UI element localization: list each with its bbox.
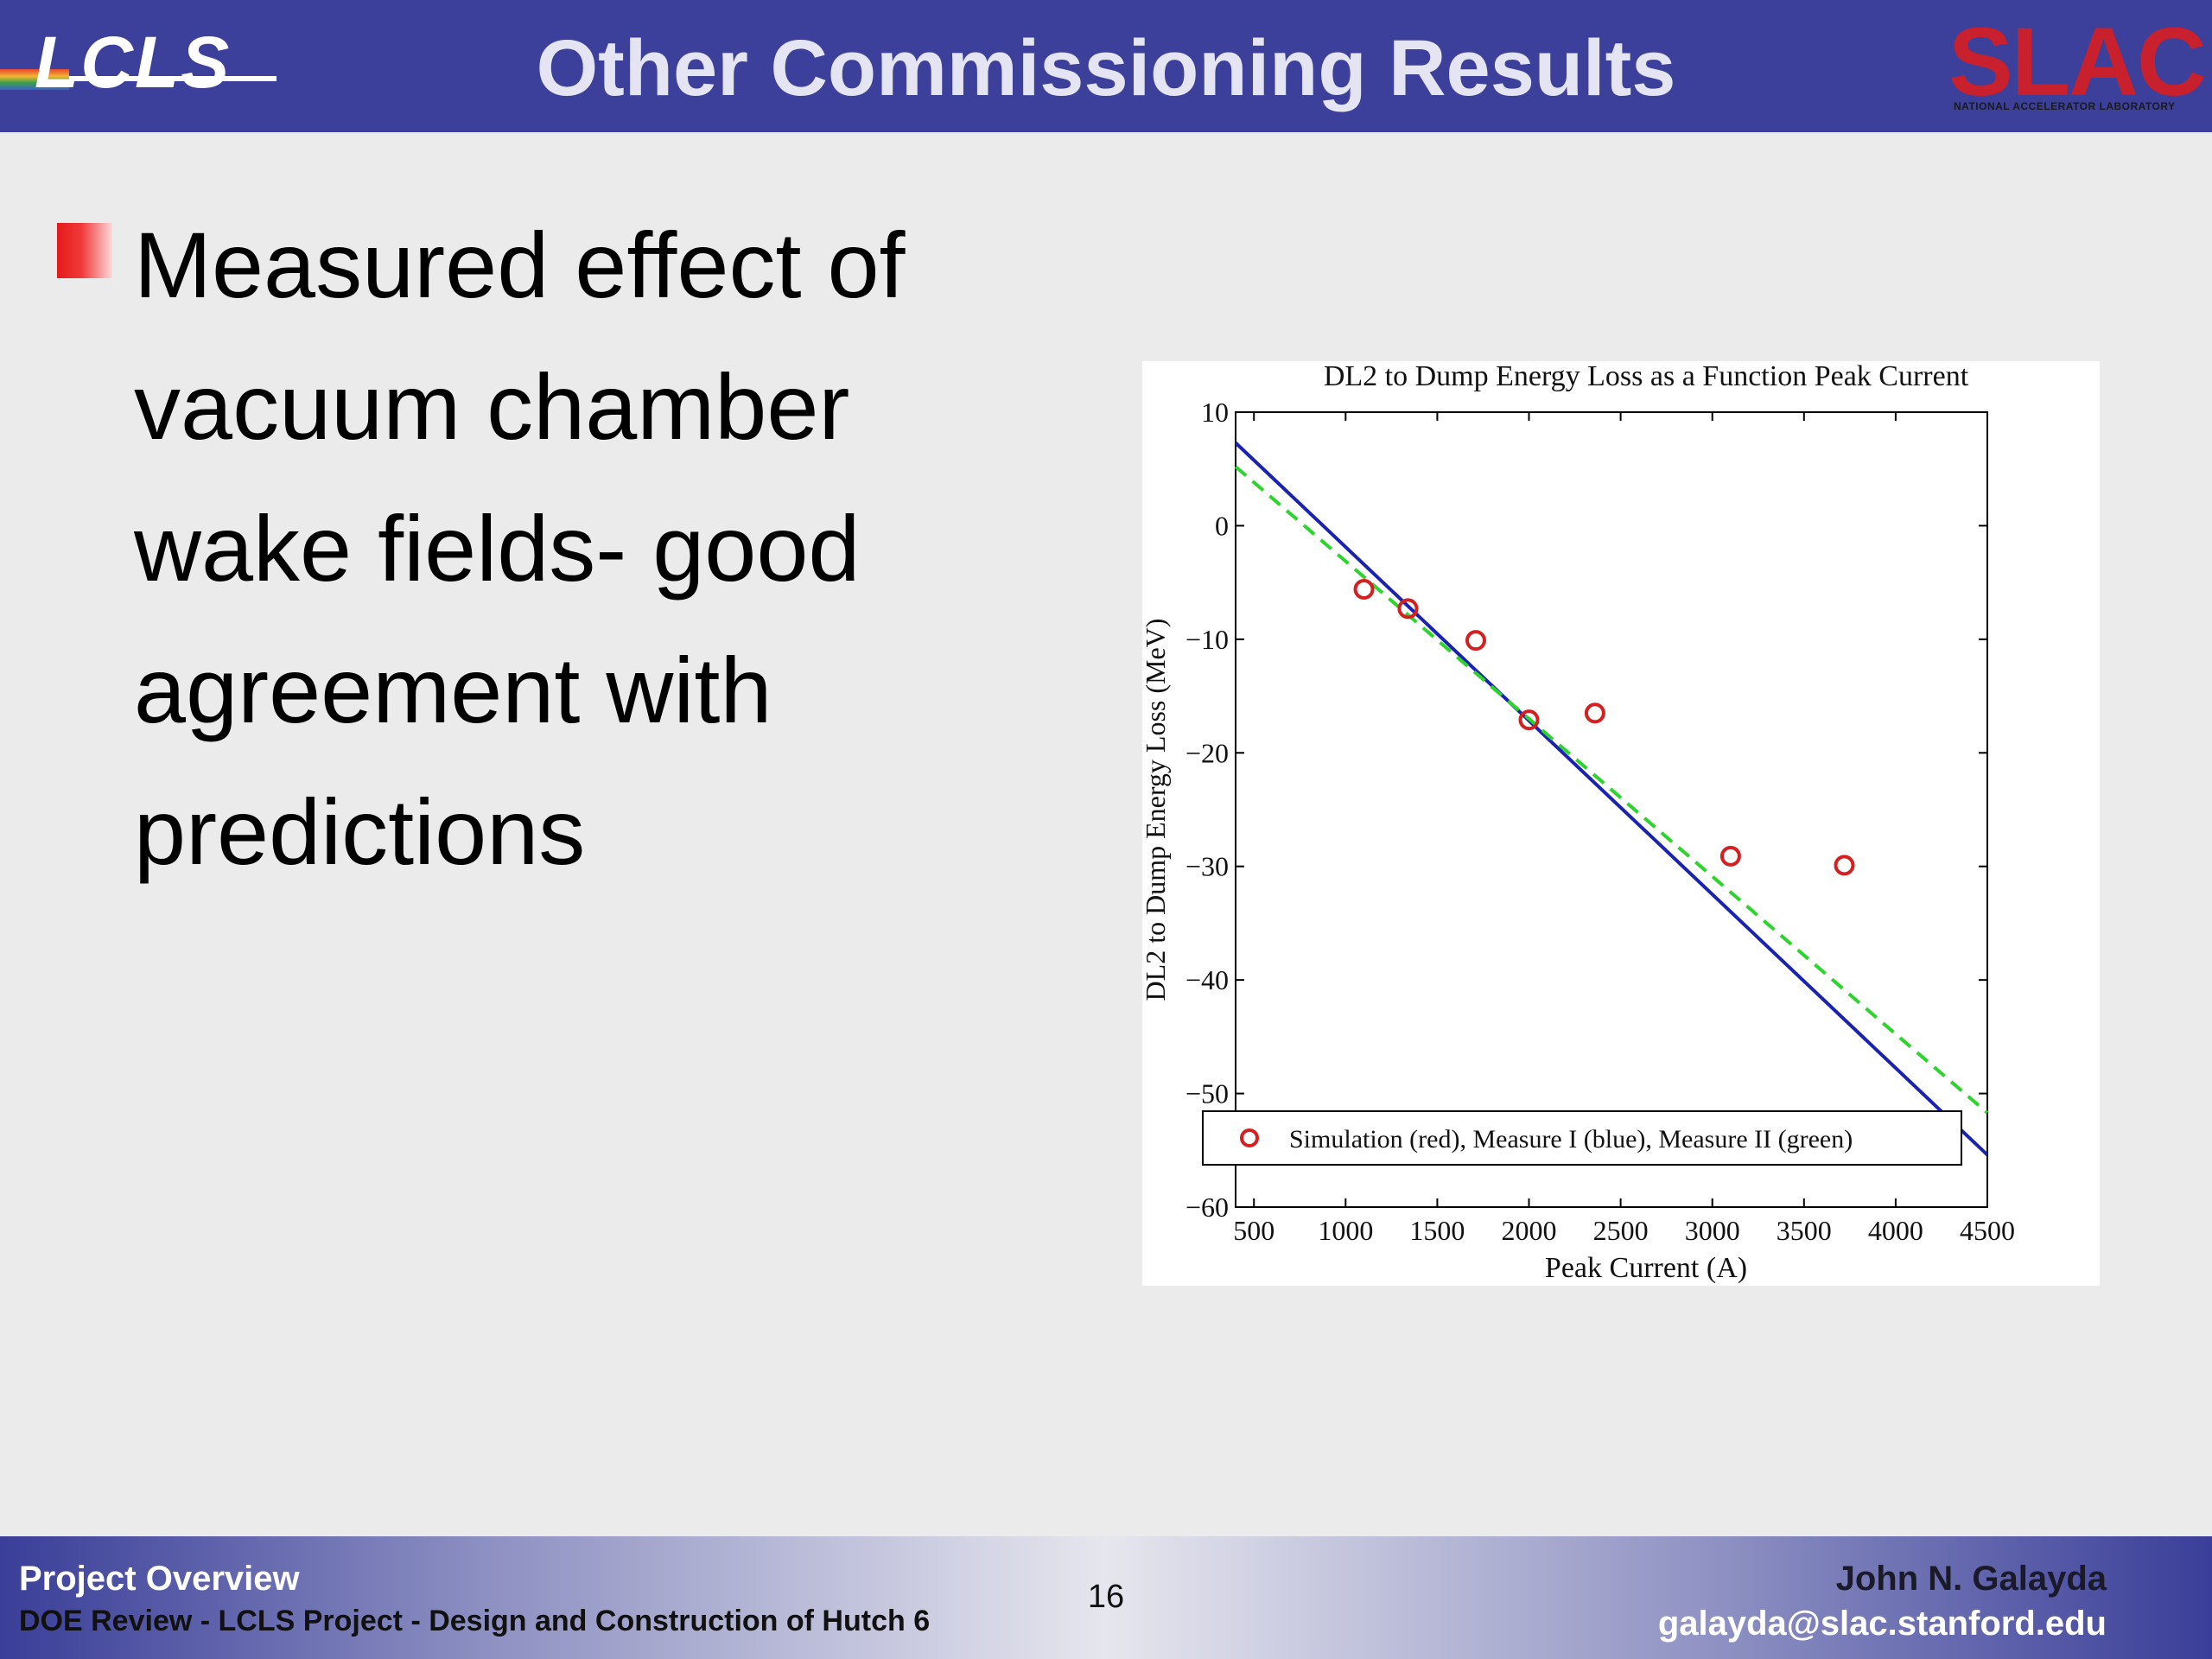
simulation-point bbox=[1353, 579, 1375, 601]
x-tick-label: 4000 bbox=[1868, 1215, 1923, 1246]
legend-marker-icon bbox=[1240, 1128, 1259, 1147]
x-tick-label: 1500 bbox=[1409, 1215, 1465, 1246]
legend-box bbox=[1202, 1110, 1962, 1166]
simulation-point bbox=[1584, 702, 1605, 724]
y-tick-label: 10 bbox=[1201, 397, 1229, 428]
logo-underline bbox=[0, 76, 276, 81]
legend-text: Simulation (red), Measure I (blue), Meas… bbox=[1289, 1125, 1853, 1154]
header-bar bbox=[0, 0, 2212, 132]
slac-logo-text: SLAC bbox=[1948, 8, 2207, 116]
logo-rainbow-beam bbox=[0, 69, 69, 90]
simulation-point bbox=[1465, 630, 1486, 652]
y-tick-label: −60 bbox=[1185, 1192, 1229, 1223]
x-tick-label: 3000 bbox=[1685, 1215, 1740, 1246]
plot-frame bbox=[1235, 411, 1988, 1208]
y-tick-label: 0 bbox=[1215, 510, 1229, 541]
y-tick-label: −10 bbox=[1185, 624, 1229, 655]
lcls-logo-text: LCLS bbox=[35, 22, 232, 103]
y-tick-label: −20 bbox=[1185, 737, 1229, 768]
page-number: 16 bbox=[1087, 1579, 1125, 1615]
energy-loss-chart: DL2 to Dump Energy Loss as a Function Pe… bbox=[1142, 361, 2015, 1284]
fit-line-2 bbox=[1234, 465, 1989, 1115]
bullet-text: Measured effect of vacuum chamber wake f… bbox=[134, 213, 906, 884]
lcls-logo: LCLS bbox=[0, 19, 285, 114]
y-axis-label: DL2 to Dump Energy Loss (MeV) bbox=[1142, 619, 1171, 1001]
slac-logo-subtext: NATIONAL ACCELERATOR LABORATORY bbox=[1954, 100, 2176, 112]
x-axis-label: Peak Current (A) bbox=[1545, 1252, 1747, 1284]
simulation-point bbox=[1834, 855, 1855, 876]
simulation-point bbox=[1397, 598, 1419, 620]
simulation-point bbox=[1719, 845, 1741, 867]
y-tick-label: −40 bbox=[1185, 964, 1229, 995]
slac-logo: SLAC NATIONAL ACCELERATOR LABORATORY bbox=[1948, 10, 2207, 119]
footer-email[interactable]: galayda@slac.stanford.edu bbox=[1657, 1605, 2107, 1643]
x-tick-label: 2000 bbox=[1502, 1215, 1557, 1246]
x-tick-label: 2500 bbox=[1593, 1215, 1649, 1246]
chart-title: DL2 to Dump Energy Loss as a Function Pe… bbox=[1324, 361, 1969, 392]
x-tick-label: 4500 bbox=[1960, 1215, 2015, 1246]
bullet-square-icon bbox=[57, 223, 112, 278]
slide-title: Other Commissioning Results bbox=[536, 24, 1676, 112]
footer-author: John N. Galayda bbox=[1835, 1560, 2107, 1598]
fit-line-1 bbox=[1234, 442, 1989, 1156]
x-tick-label: 3500 bbox=[1777, 1215, 1832, 1246]
footer-bar bbox=[0, 1536, 2212, 1659]
simulation-point bbox=[1518, 709, 1540, 731]
x-tick-label: 500 bbox=[1233, 1215, 1274, 1246]
chart-panel: DL2 to Dump Energy Loss as a Function Pe… bbox=[1142, 361, 2100, 1286]
y-tick-label: −30 bbox=[1185, 851, 1229, 882]
footer-review-subtitle: DOE Review - LCLS Project - Design and C… bbox=[19, 1605, 931, 1637]
footer-project-title: Project Overview bbox=[19, 1560, 300, 1598]
x-tick-label: 1000 bbox=[1318, 1215, 1373, 1246]
y-tick-label: −50 bbox=[1185, 1078, 1229, 1109]
